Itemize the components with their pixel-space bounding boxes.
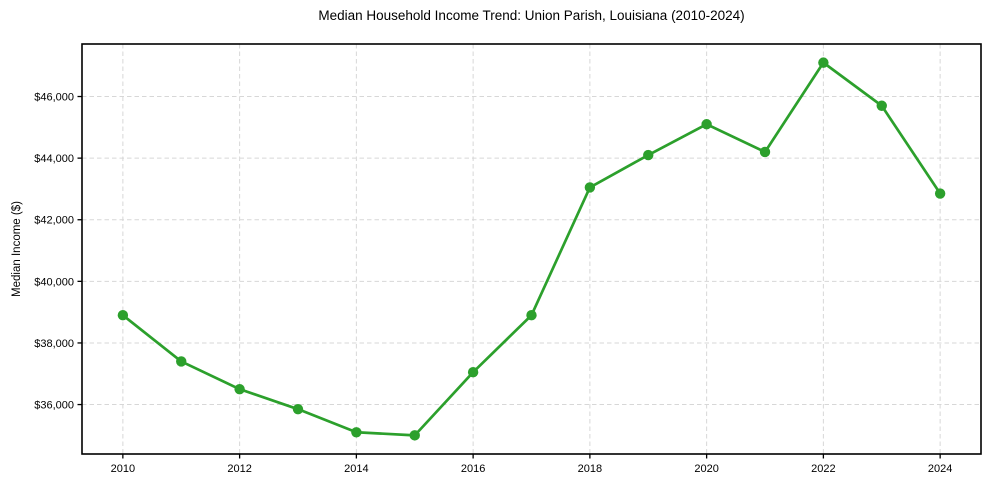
data-point	[409, 430, 420, 441]
chart-title: Median Household Income Trend: Union Par…	[318, 8, 745, 23]
data-point	[818, 57, 829, 68]
data-point	[234, 383, 245, 395]
x-tick-label: 2022	[811, 463, 835, 475]
x-tick-label: 2014	[344, 463, 368, 475]
y-tick-label: $42,000	[34, 215, 74, 227]
plot-border	[81, 43, 982, 455]
data-point	[176, 356, 187, 367]
x-tick-label: 2010	[111, 463, 135, 475]
y-tick-label: $36,000	[34, 400, 74, 412]
x-tick-label: 2016	[461, 463, 485, 475]
x-tick-label: 2018	[578, 463, 602, 475]
data-point	[759, 146, 771, 158]
data-point	[117, 310, 129, 321]
data-point	[876, 100, 887, 111]
x-tick-label: 2020	[694, 463, 718, 475]
y-tick-label: $46,000	[34, 92, 74, 104]
x-tick-label: 2012	[227, 463, 251, 475]
data-point	[526, 310, 537, 321]
trend-line	[121, 61, 942, 437]
y-tick-label: $38,000	[34, 338, 74, 350]
data-point	[934, 188, 946, 199]
y-tick-label: $40,000	[34, 276, 74, 288]
x-tick-label: 2024	[928, 463, 952, 475]
data-point	[351, 427, 362, 438]
y-tick-label: $44,000	[34, 153, 74, 165]
data-point	[643, 149, 654, 161]
data-point	[292, 403, 304, 415]
data-point	[701, 119, 712, 130]
data-point	[467, 367, 479, 378]
data-point	[584, 182, 596, 193]
